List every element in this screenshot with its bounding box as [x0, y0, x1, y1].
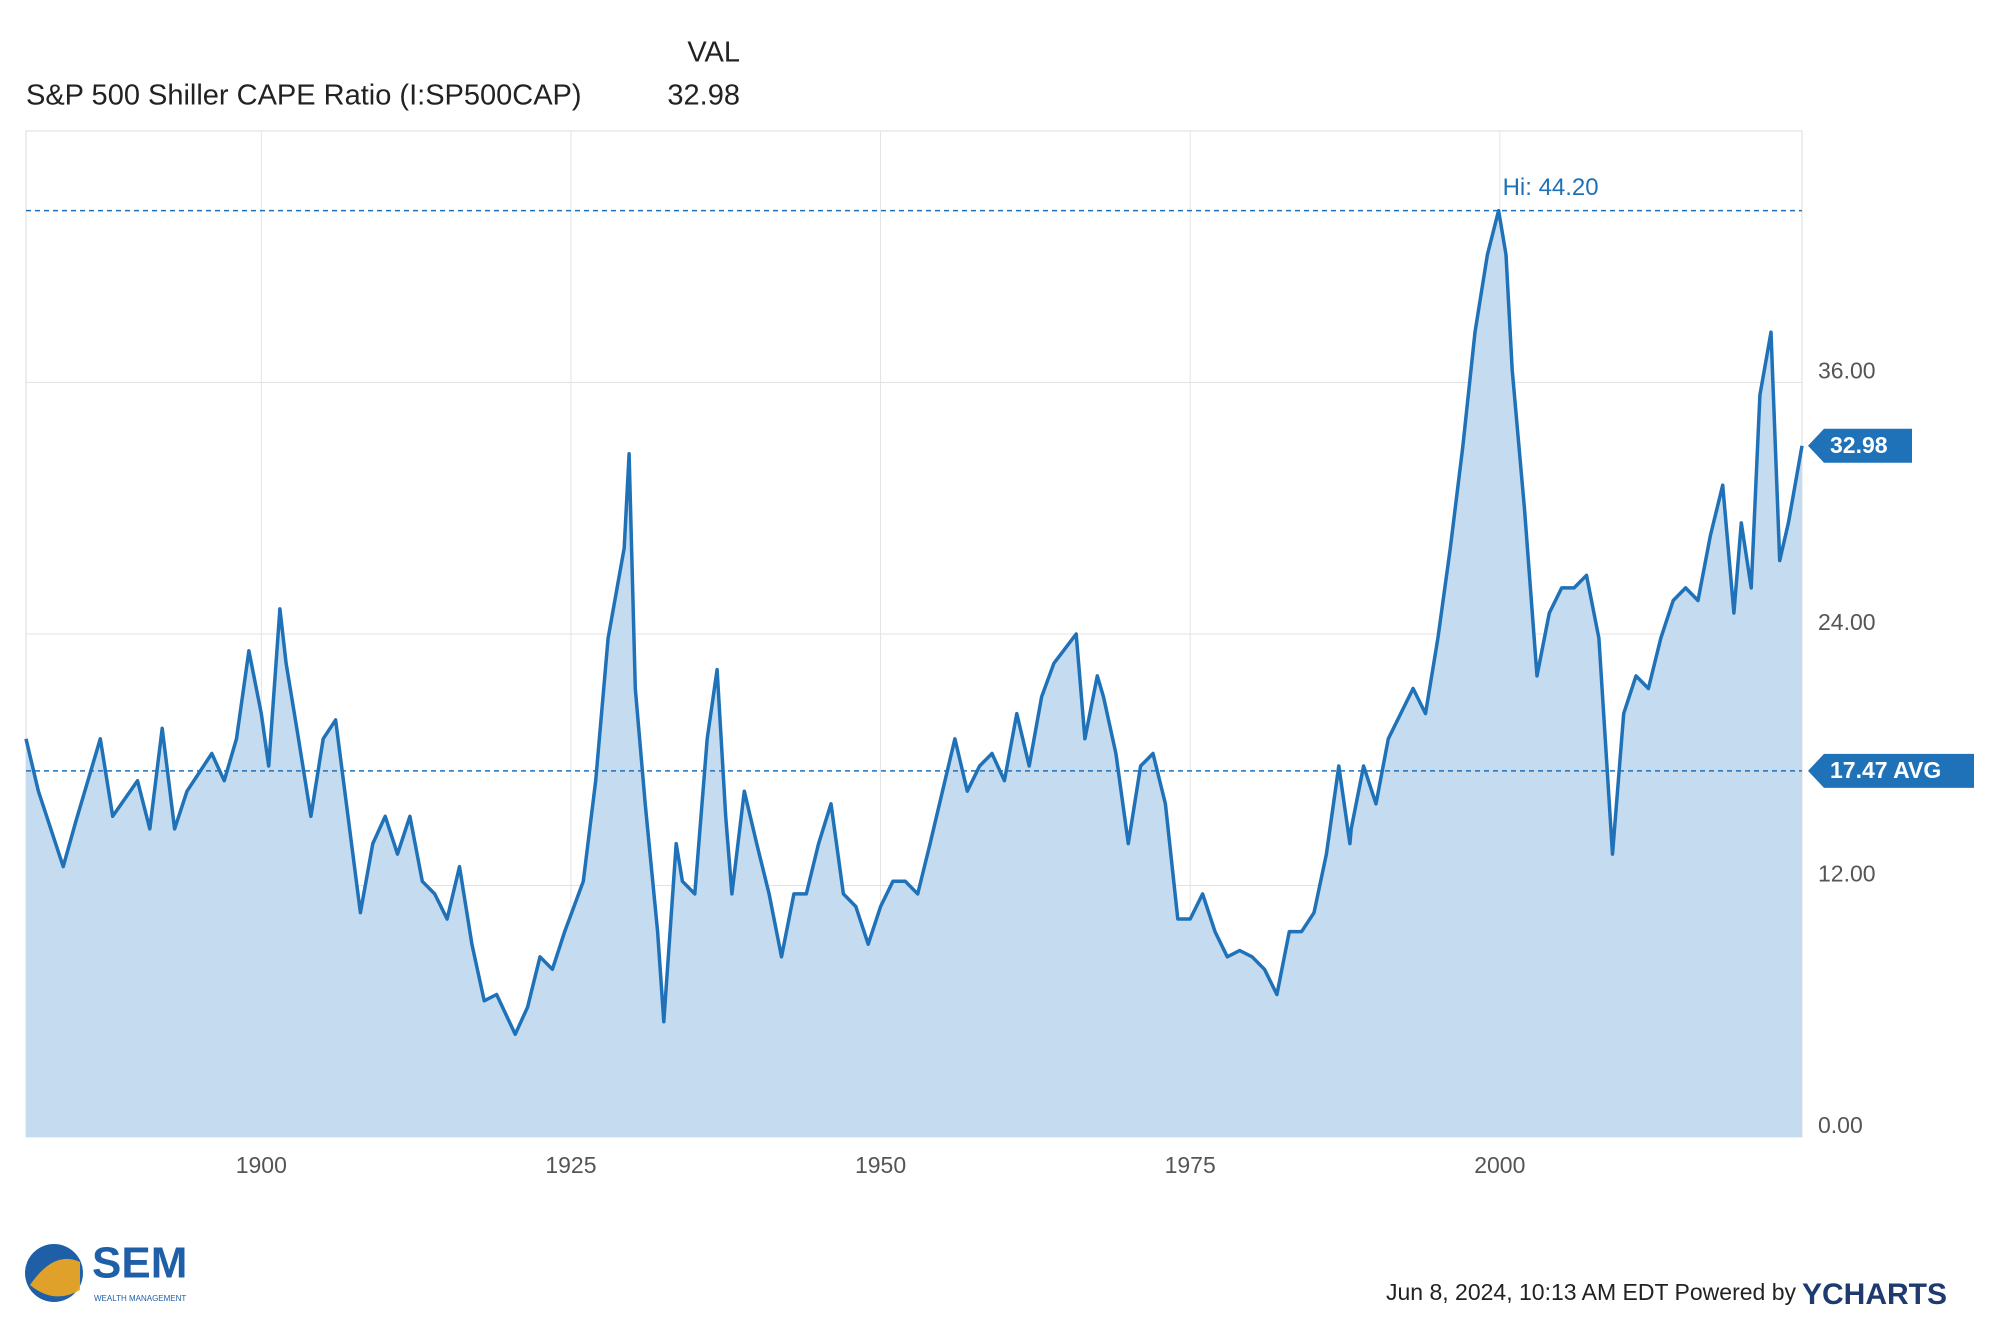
footer-brand: YCHARTS — [1802, 1278, 1947, 1311]
last-value-tag — [1808, 428, 1912, 463]
area — [26, 210, 1802, 1138]
y-tick-label: 12.00 — [1818, 861, 1876, 887]
average-label: 17.47 AVG — [1830, 757, 1941, 783]
high-label: Hi: 44.20 — [1503, 174, 1599, 201]
x-tick-label: 1975 — [1165, 1152, 1216, 1178]
line — [24, 208, 1804, 1037]
legend-value: 32.98 — [667, 80, 740, 112]
logo-tagline: WEALTH MANAGEMENT — [94, 1294, 186, 1303]
x-tick-label: 1950 — [855, 1152, 906, 1178]
last-value-label: 32.98 — [1830, 432, 1888, 458]
logo-name: SEM — [92, 1239, 187, 1288]
average-tag — [1808, 753, 1974, 788]
y-tick-label: 0.00 — [1818, 1112, 1863, 1138]
legend-header: VAL — [687, 37, 740, 69]
footer-timestamp: Jun 8, 2024, 10:13 AM EDT Powered by — [1386, 1279, 1796, 1305]
y-tick-label: 24.00 — [1818, 609, 1876, 635]
logo-swoosh — [30, 1258, 80, 1297]
logo: SEM WEALTH MANAGEMENT — [25, 1239, 187, 1303]
x-tick-label: 1900 — [236, 1152, 287, 1178]
legend-series-name: S&P 500 Shiller CAPE Ratio (I:SP500CAP) — [26, 80, 582, 112]
y-tick-label: 36.00 — [1818, 358, 1876, 384]
x-tick-label: 2000 — [1474, 1152, 1525, 1178]
x-tick-label: 1925 — [545, 1152, 596, 1178]
